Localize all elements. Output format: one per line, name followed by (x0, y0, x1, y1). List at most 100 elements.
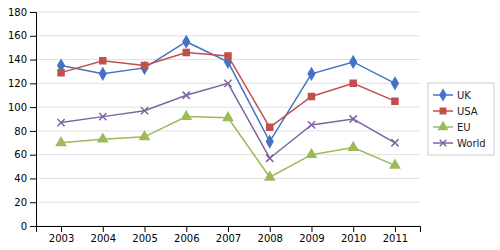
x-tick-mark (311, 226, 312, 232)
x-tick-mark (145, 226, 146, 232)
point (140, 132, 149, 140)
point (183, 92, 190, 99)
x-tick-mark (186, 226, 187, 232)
y-tick: 20 (14, 197, 36, 208)
y-tick: 80 (14, 126, 36, 137)
y-tick-mark (30, 178, 36, 179)
point (100, 68, 106, 79)
y-tick-label: 120 (8, 78, 27, 89)
x-tick-mark (395, 226, 396, 232)
y-tick-label: 140 (8, 54, 27, 65)
legend-symbol (440, 108, 445, 113)
x-tick-mark (353, 226, 354, 232)
y-tick-mark (30, 226, 36, 227)
legend-box (428, 83, 494, 155)
y-tick: 0 (21, 221, 36, 232)
legend-label: World (457, 138, 486, 149)
point (308, 68, 314, 79)
point (392, 98, 398, 104)
x-tick-mark (270, 226, 271, 232)
x-tick: 2006 (174, 226, 199, 244)
y-tick-mark (30, 107, 36, 108)
point (223, 113, 232, 121)
x-axis: 2003 2004 2005 2006 2007 2008 2009 2010 2011 (37, 226, 421, 244)
point (308, 93, 314, 99)
x-tick: 2010 (341, 226, 366, 244)
legend-symbol (440, 90, 446, 100)
x-tick: 2007 (216, 226, 241, 244)
legend-label: USA (457, 106, 478, 117)
grid-line (36, 107, 420, 108)
y-tick: 180 (8, 7, 36, 18)
legend-item: USA (433, 106, 478, 117)
plot-area: 2003 2004 2005 2006 2007 2008 2009 2010 2011 0 20 4… (8, 7, 421, 244)
y-tick: 40 (14, 173, 36, 184)
y-tick: 120 (8, 78, 36, 89)
y-tick-label: 40 (14, 173, 27, 184)
grid-line (36, 130, 420, 131)
point (391, 139, 398, 146)
point (349, 142, 358, 150)
x-tick-label: 2009 (299, 233, 324, 244)
y-tick: 160 (8, 30, 36, 41)
point (350, 80, 356, 86)
marks (56, 36, 399, 180)
x-tick: 2008 (258, 226, 283, 244)
point (182, 111, 191, 119)
legend-symbol (439, 122, 447, 129)
y-tick-mark (30, 12, 36, 13)
point (183, 36, 189, 47)
chart-container: 2003 2004 2005 2006 2007 2008 2009 2010 2011 0 20 4… (0, 0, 500, 250)
point (56, 138, 65, 146)
y-tick: 140 (8, 54, 36, 65)
point (267, 124, 273, 130)
y-tick-label: 80 (14, 126, 27, 137)
point (308, 121, 315, 128)
y-tick-label: 0 (21, 221, 27, 232)
point (267, 136, 273, 147)
y-tick-mark (30, 83, 36, 84)
legend-item: EU (433, 122, 471, 133)
grid-line (36, 178, 420, 179)
y-tick-mark (30, 36, 36, 37)
grid-line (36, 12, 420, 13)
point (99, 113, 106, 120)
y-tick-label: 20 (14, 197, 27, 208)
x-tick: 2004 (91, 226, 116, 244)
point (142, 63, 148, 69)
grid-line (36, 202, 420, 203)
grid-line (36, 35, 420, 36)
point (141, 107, 148, 114)
legend: UK USA EU World (428, 83, 494, 155)
x-tick-label: 2004 (91, 233, 116, 244)
y-tick-label: 160 (8, 30, 27, 41)
x-tick-label: 2011 (383, 233, 408, 244)
series-line (61, 83, 395, 158)
chart: 2003 2004 2005 2006 2007 2008 2009 2010 2011 0 20 4… (0, 0, 500, 250)
x-tick-label: 2007 (216, 233, 241, 244)
x-tick: 2011 (383, 226, 408, 244)
y-tick-label: 60 (14, 149, 27, 160)
x-tick: 2009 (299, 226, 324, 244)
x-tick-label: 2006 (174, 233, 199, 244)
point (390, 160, 399, 168)
y-tick-mark (30, 131, 36, 132)
point (141, 62, 147, 73)
point (98, 134, 107, 142)
series-line (61, 42, 395, 142)
point (307, 149, 316, 157)
x-tick-mark (228, 226, 229, 232)
y-axis: 0 20 40 60 80 100 120 140 160 180 (8, 7, 37, 232)
x-tick-label: 2005 (132, 233, 157, 244)
y-tick-mark (30, 202, 36, 203)
legend-label: EU (457, 122, 471, 133)
x-tick-label: 2008 (258, 233, 283, 244)
y-tick-label: 180 (8, 7, 27, 18)
x-tick-label: 2003 (49, 233, 74, 244)
series-line (61, 117, 395, 178)
legend-item: UK (433, 90, 471, 101)
point (183, 49, 189, 55)
legend-item: World (433, 138, 486, 149)
y-tick-label: 100 (8, 102, 27, 113)
point (266, 155, 273, 162)
